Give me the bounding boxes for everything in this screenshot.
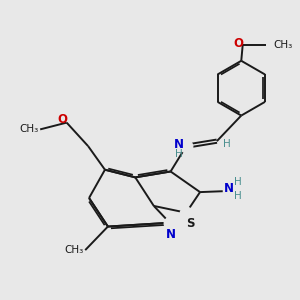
Text: O: O: [57, 113, 67, 126]
Text: H: H: [223, 139, 231, 149]
Text: S: S: [186, 217, 195, 230]
Text: N: N: [174, 138, 184, 151]
Text: CH₃: CH₃: [20, 124, 39, 134]
Text: H: H: [175, 149, 183, 159]
Text: N: N: [224, 182, 234, 195]
Text: CH₃: CH₃: [274, 40, 293, 50]
Text: N: N: [166, 228, 176, 241]
Text: CH₃: CH₃: [64, 245, 84, 255]
Text: H: H: [234, 177, 242, 188]
Text: O: O: [233, 37, 243, 50]
Text: H: H: [234, 190, 242, 201]
